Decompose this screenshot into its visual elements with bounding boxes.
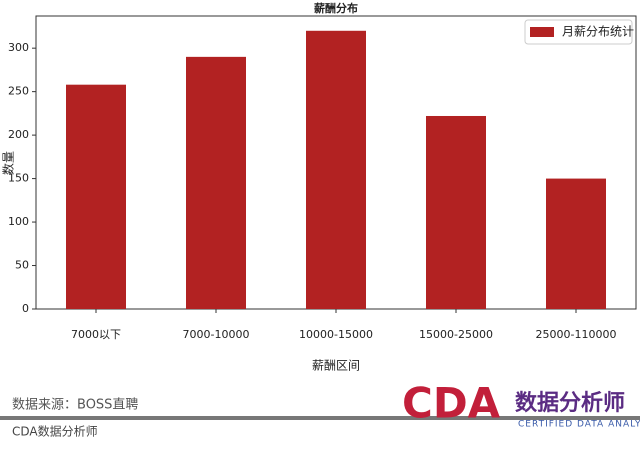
x-tick-label: 25000-110000	[536, 328, 617, 341]
footer-rule	[0, 416, 640, 420]
x-tick-label: 7000-10000	[183, 328, 250, 341]
x-tick-label: 7000以下	[71, 328, 121, 341]
footer-source: 数据来源：BOSS直聘	[12, 398, 138, 413]
y-tick-label: 250	[8, 85, 29, 98]
chart-title: 薪酬分布	[314, 1, 358, 15]
bar	[426, 115, 486, 309]
logo-letters: CDA	[402, 379, 501, 428]
logo-name: 数据分析师	[515, 390, 625, 416]
x-tick-label: 10000-15000	[299, 328, 373, 341]
bar	[546, 178, 606, 309]
y-tick-label: 300	[8, 41, 29, 54]
y-tick-label: 0	[22, 302, 29, 315]
y-axis-label: 数量	[1, 151, 16, 175]
y-tick-label: 150	[8, 172, 29, 185]
x-axis-label: 薪酬区间	[312, 359, 360, 373]
y-tick-label: 50	[15, 259, 29, 272]
footer-brand: CDA数据分析师	[12, 424, 98, 439]
legend-box	[524, 19, 633, 45]
logo-tagline: CERTIFIED DATA ANALYST	[518, 420, 640, 430]
x-tick-label: 15000-25000	[419, 328, 493, 341]
y-tick-label: 200	[8, 128, 29, 141]
legend-label: 月薪分布统计	[562, 25, 634, 39]
bar	[306, 30, 366, 309]
y-tick-label: 100	[8, 215, 29, 228]
legend-swatch	[530, 27, 554, 37]
bar	[66, 84, 126, 310]
bar	[186, 56, 246, 310]
